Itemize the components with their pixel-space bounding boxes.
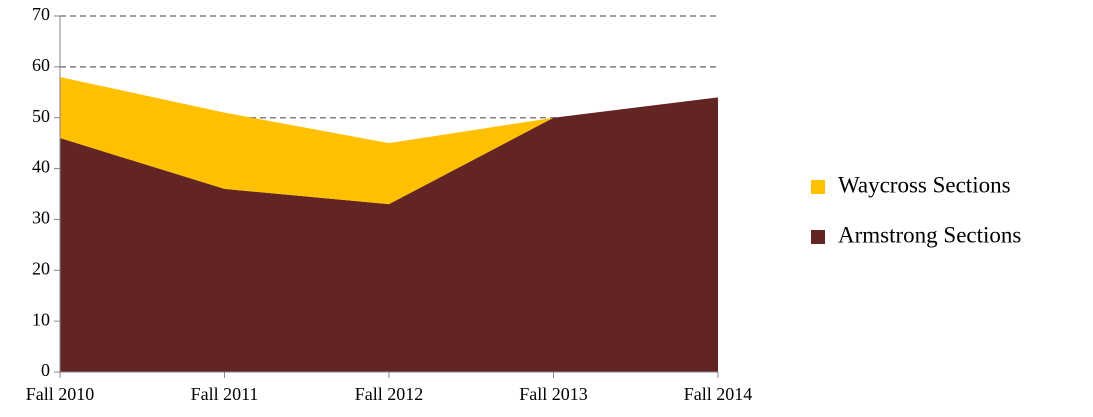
y-tick-label: 30 bbox=[32, 208, 50, 228]
legend-swatch bbox=[811, 230, 825, 244]
y-tick-label: 70 bbox=[32, 4, 50, 24]
legend-label: Armstrong Sections bbox=[838, 222, 1021, 247]
x-tick-label: Fall 2011 bbox=[191, 384, 259, 404]
area bbox=[60, 97, 718, 372]
area bbox=[60, 77, 718, 205]
y-tick-label: 10 bbox=[32, 309, 50, 329]
legend-swatch bbox=[811, 180, 825, 194]
y-tick-label: 0 bbox=[41, 360, 50, 380]
y-tick-label: 20 bbox=[32, 258, 50, 278]
x-tick-label: Fall 2014 bbox=[684, 384, 753, 404]
x-tick-label: Fall 2013 bbox=[519, 384, 588, 404]
y-tick-label: 50 bbox=[32, 106, 50, 126]
x-tick-label: Fall 2010 bbox=[26, 384, 95, 404]
x-tick-label: Fall 2012 bbox=[355, 384, 424, 404]
y-tick-label: 60 bbox=[32, 55, 50, 75]
legend-label: Waycross Sections bbox=[838, 172, 1011, 197]
y-tick-label: 40 bbox=[32, 157, 50, 177]
